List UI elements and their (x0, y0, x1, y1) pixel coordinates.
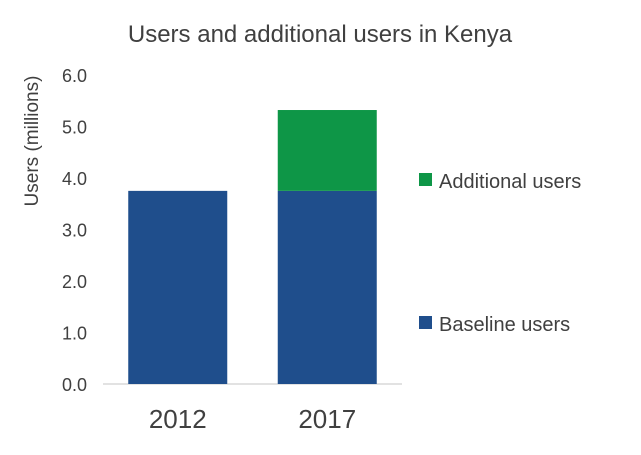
bars-group (128, 110, 377, 384)
x-tick-label: 2012 (149, 404, 207, 434)
chart-title: Users and additional users in Kenya (128, 21, 513, 48)
legend-swatch (419, 316, 432, 329)
bar-segment (128, 190, 228, 384)
y-tick-label: 0.0 (62, 375, 87, 395)
legend-label: Baseline users (439, 314, 570, 336)
legend-label: Additional users (439, 171, 581, 193)
legend-swatch (419, 173, 432, 186)
bar-segment (277, 190, 377, 384)
y-tick-label: 1.0 (62, 324, 87, 344)
y-axis-label: Users (millions) (22, 76, 43, 207)
legend: Baseline users Additional users (419, 171, 581, 336)
x-tick-label: 2017 (298, 404, 356, 434)
x-axis-ticks: 2012 2017 (149, 404, 356, 434)
y-tick-label: 2.0 (62, 272, 87, 292)
y-tick-label: 6.0 (62, 66, 87, 86)
y-tick-label: 4.0 (62, 169, 87, 189)
bar-segment (277, 110, 377, 191)
y-tick-label: 3.0 (62, 221, 87, 241)
y-tick-label: 5.0 (62, 118, 87, 138)
y-axis-ticks: 0.0 1.0 2.0 3.0 4.0 5.0 6.0 (62, 66, 87, 395)
